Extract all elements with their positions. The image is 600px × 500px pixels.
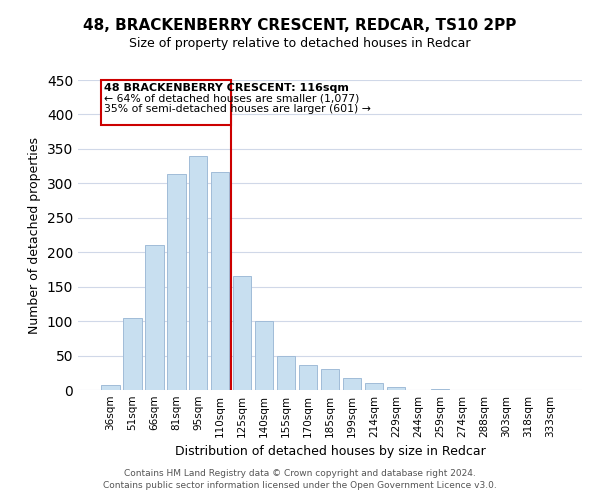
Bar <box>320 370 340 390</box>
Text: Size of property relative to detached houses in Redcar: Size of property relative to detached ho… <box>129 38 471 51</box>
Bar <box>189 156 208 390</box>
Text: 35% of semi-detached houses are larger (601) →: 35% of semi-detached houses are larger (… <box>104 104 371 114</box>
Text: 48, BRACKENBERRY CRESCENT, REDCAR, TS10 2PP: 48, BRACKENBERRY CRESCENT, REDCAR, TS10 … <box>83 18 517 32</box>
Bar <box>365 383 383 390</box>
Bar <box>233 276 251 390</box>
FancyBboxPatch shape <box>101 80 231 125</box>
Bar <box>277 356 295 390</box>
Text: ← 64% of detached houses are smaller (1,077): ← 64% of detached houses are smaller (1,… <box>104 94 359 104</box>
Bar <box>211 172 229 390</box>
Text: Contains public sector information licensed under the Open Government Licence v3: Contains public sector information licen… <box>103 481 497 490</box>
Bar <box>101 385 119 390</box>
Text: Contains HM Land Registry data © Crown copyright and database right 2024.: Contains HM Land Registry data © Crown c… <box>124 468 476 477</box>
Y-axis label: Number of detached properties: Number of detached properties <box>28 136 41 334</box>
Text: 48 BRACKENBERRY CRESCENT: 116sqm: 48 BRACKENBERRY CRESCENT: 116sqm <box>104 83 349 93</box>
Bar <box>167 174 185 390</box>
X-axis label: Distribution of detached houses by size in Redcar: Distribution of detached houses by size … <box>175 446 485 458</box>
Bar <box>123 318 142 390</box>
Bar <box>255 321 274 390</box>
Bar <box>299 364 317 390</box>
Bar <box>386 386 405 390</box>
Bar <box>145 246 164 390</box>
Bar <box>343 378 361 390</box>
